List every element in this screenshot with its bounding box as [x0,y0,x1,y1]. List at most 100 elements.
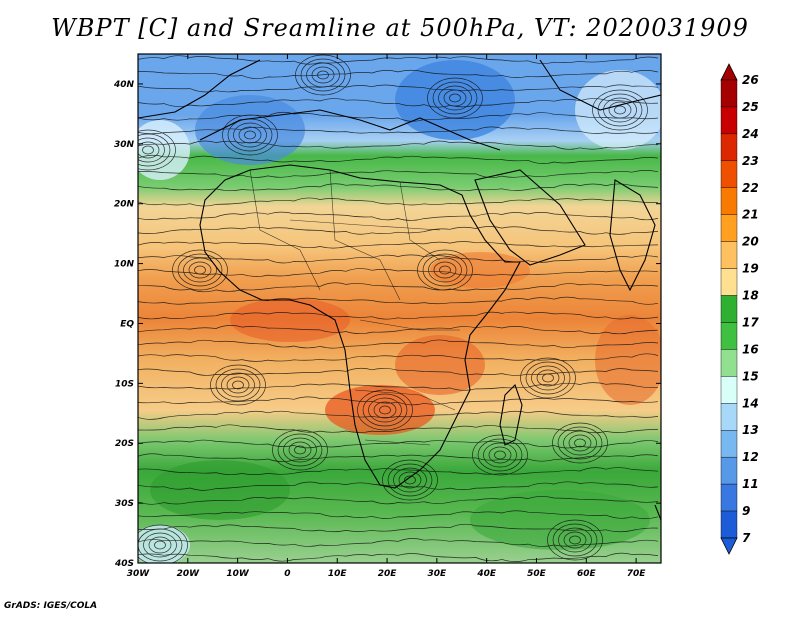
eddy-ring [608,101,632,119]
longitude-labels: 30W 20W 10W 0 10E 20E 30E 40E 50E 60E 70E [127,569,647,579]
eddy-ring [536,369,560,387]
colorbar-swatch [720,349,738,377]
streamline [138,424,659,434]
colorbar-label: 22 [742,181,759,195]
eddy-ring [138,524,188,563]
colorbar-label: 14 [742,396,759,410]
colorbar-label: 19 [742,262,759,276]
lat-label: 30S [115,499,134,509]
eddy-ring [494,450,506,460]
colorbar-swatch [720,510,738,539]
eddy-ring [222,114,278,156]
eddy-ring [311,66,335,84]
lon-label: 30E [428,569,448,579]
streamline [138,382,659,391]
map-frame [137,53,662,564]
eddy-ring [138,528,183,562]
colorbar-swatch [720,79,738,108]
axis-ticks [137,54,661,564]
colorbar-swatch [720,456,738,485]
lat-label: 40S [114,559,134,569]
streamline [138,496,659,505]
eddy-ring [272,429,328,471]
streamline [138,467,659,475]
streamline [138,55,659,65]
country-borders [249,169,460,446]
streamline [138,367,659,376]
colorbar-label: 21 [742,208,759,222]
eddy-ring [558,527,592,553]
eddy-ring [357,389,413,431]
eddy-ring [592,89,648,131]
eddy-ring [277,433,323,467]
eddy-ring [221,372,255,398]
eddy-ring [306,62,340,88]
colorbar-label: 24 [742,127,759,141]
lon-label: 10W [226,569,250,579]
lon-label: 50E [527,569,547,579]
eddy-ring [438,85,472,111]
colorbar-labels: 26 25 24 23 22 21 20 19 18 17 16 15 14 13 12 11 9 7 [742,73,759,545]
streamline [138,69,659,79]
eddy-ring [488,446,512,464]
streamline [138,84,659,93]
eddy-ring [428,257,462,283]
colorbar-label: 7 [742,531,751,545]
eddy-ring [368,397,402,423]
eddy-ring [525,361,571,395]
streamline [138,453,659,462]
streamline [138,325,659,335]
colorbar-label: 12 [742,450,759,464]
streamline [138,410,659,420]
eddy-ring [449,93,461,103]
lon-label: 60E [577,569,597,579]
streamline [138,339,659,349]
eddy-ring [563,531,587,549]
eddy-ring [138,129,176,171]
lon-label: 70E [627,569,647,579]
lon-label: 30W [127,569,151,579]
colorbar-label: 11 [742,477,759,491]
streamline [138,538,659,547]
eddy-ring [148,536,172,554]
eddy-ring [194,265,206,275]
colorbar-swatch [720,268,738,296]
eddy-ring [300,58,346,92]
eddy-ring [574,438,586,448]
eddy-ring [427,77,483,119]
streamline [138,396,659,406]
colorbar-label: 26 [742,73,759,87]
chart-title: WBPT [C] and Sreamline at 500hPa, VT: 20… [51,14,749,42]
eddy-ring [232,380,244,390]
eddy-ring [188,261,212,279]
streamline [138,98,659,108]
eddy-ring [557,426,603,460]
streamline [138,226,659,235]
eddy-ring [520,357,576,399]
colorbar-swatch [720,187,738,215]
colorbar-label: 13 [742,423,759,437]
eddy-ring [379,405,391,415]
colorbar-swatch [720,295,738,323]
eddy-ring [226,376,250,394]
eddy-ring [393,467,427,493]
streamline [138,126,659,135]
colorbar-swatch [720,322,738,350]
colorbar-label: 9 [742,504,750,518]
lat-label: 20S [115,439,134,449]
lat-label: EQ [120,319,134,329]
colorbar-label: 15 [742,369,759,383]
eddy-ring [317,70,329,80]
colorbar-label: 23 [742,154,759,168]
eddy-ring [138,133,171,167]
streamline [138,523,659,533]
eddy-ring [422,253,468,287]
eddy-ring [362,393,408,427]
eddy-ring [547,519,603,561]
latitude-labels: 40N 30N 20N 10N EQ 10S 20S 30S 40S [113,80,135,569]
streamline [138,311,659,320]
lat-label: 10S [115,379,134,389]
streamline [138,170,659,178]
coastlines [138,59,661,521]
